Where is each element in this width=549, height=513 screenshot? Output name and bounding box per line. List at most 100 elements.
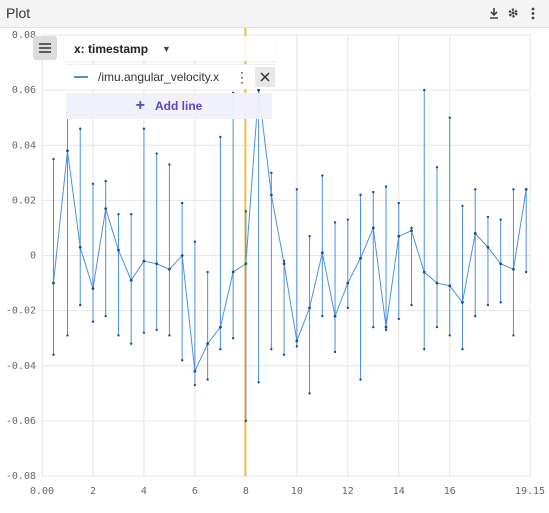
data-point xyxy=(397,201,400,205)
data-point xyxy=(180,254,184,257)
x-tick-label: 19.15 xyxy=(515,486,545,497)
y-tick-label: 0.06 xyxy=(12,85,36,96)
data-point xyxy=(79,303,82,307)
add-line-button[interactable]: + Add line xyxy=(66,93,272,119)
data-point xyxy=(129,212,133,216)
data-point xyxy=(486,215,490,219)
data-point xyxy=(410,229,413,233)
download-icon[interactable] xyxy=(485,4,503,22)
data-point xyxy=(512,334,515,337)
data-point xyxy=(333,350,337,354)
x-tick-label: 12 xyxy=(342,486,354,497)
x-axis-label: x: timestamp xyxy=(74,41,149,56)
data-point xyxy=(346,218,349,221)
data-point xyxy=(219,348,222,351)
data-point xyxy=(512,188,515,191)
x-tick-label: 8 xyxy=(243,486,249,497)
data-point xyxy=(270,171,273,175)
data-point xyxy=(142,259,146,263)
data-point xyxy=(91,287,95,290)
kebab-icon[interactable] xyxy=(524,4,542,22)
series-line xyxy=(52,90,527,374)
data-point xyxy=(372,190,375,194)
data-point xyxy=(52,157,55,161)
data-point xyxy=(79,127,82,130)
series-row[interactable]: /imu.angular_velocity.x ⋮ xyxy=(66,64,275,89)
data-point xyxy=(270,348,273,351)
x-tick-label: 0.00 xyxy=(30,486,54,497)
data-point xyxy=(333,314,337,318)
data-point xyxy=(193,383,197,387)
data-point xyxy=(231,270,235,274)
data-point xyxy=(512,267,515,271)
y-tick-label: 0 xyxy=(30,251,36,262)
hamburger-icon xyxy=(39,43,51,53)
data-point xyxy=(206,342,210,346)
data-point xyxy=(78,245,82,249)
data-point xyxy=(104,179,107,183)
data-point xyxy=(321,174,324,177)
data-point xyxy=(448,334,451,337)
data-point xyxy=(320,251,324,255)
data-point xyxy=(499,301,502,304)
close-icon xyxy=(260,72,270,82)
data-point xyxy=(524,188,528,191)
data-point xyxy=(384,325,388,329)
data-point xyxy=(384,185,388,188)
data-point xyxy=(435,166,439,169)
y-tick-label: -0.04 xyxy=(6,361,36,372)
y-tick-label: -0.02 xyxy=(6,306,36,317)
data-point xyxy=(359,256,362,260)
data-point xyxy=(308,235,311,238)
data-point xyxy=(422,270,426,274)
data-point xyxy=(346,281,350,285)
y-tick-label: 0.04 xyxy=(12,140,36,151)
menu-button[interactable] xyxy=(33,36,57,60)
data-point xyxy=(193,369,197,373)
series-color-swatch[interactable] xyxy=(74,76,88,78)
data-point xyxy=(104,314,107,318)
data-point xyxy=(282,353,286,356)
data-point xyxy=(244,210,248,213)
x-axis-selector[interactable]: x: timestamp ▼ xyxy=(64,36,276,61)
legend-panel: x: timestamp ▼ xyxy=(64,36,276,61)
remove-series-button[interactable] xyxy=(255,67,275,87)
data-point xyxy=(474,188,477,191)
add-line-label: Add line xyxy=(155,99,203,113)
data-point xyxy=(91,320,95,323)
data-point xyxy=(117,334,120,337)
y-tick-label: -0.06 xyxy=(6,416,36,427)
plus-icon: + xyxy=(135,97,145,114)
y-tick-label: -0.08 xyxy=(6,471,36,482)
gear-icon[interactable] xyxy=(504,4,522,22)
data-point xyxy=(206,270,209,274)
data-point xyxy=(410,303,413,307)
data-point xyxy=(219,135,222,139)
data-point xyxy=(384,328,388,332)
data-point xyxy=(193,240,197,243)
data-point xyxy=(461,204,464,208)
data-point xyxy=(346,306,349,310)
data-point xyxy=(91,182,95,186)
data-point xyxy=(52,353,55,356)
data-point xyxy=(448,284,452,288)
data-point xyxy=(486,303,490,307)
data-point xyxy=(308,392,311,395)
data-point xyxy=(282,259,286,263)
data-point xyxy=(295,345,299,348)
y-tick-label: 0.02 xyxy=(12,195,36,206)
x-tick-label: 4 xyxy=(141,486,147,497)
series-kebab-icon[interactable]: ⋮ xyxy=(235,68,249,85)
panel-title: Plot xyxy=(6,5,31,21)
data-point xyxy=(308,306,311,310)
data-point xyxy=(66,334,69,337)
series-topic[interactable]: /imu.angular_velocity.x xyxy=(98,70,220,84)
data-point xyxy=(295,339,299,343)
data-point xyxy=(180,201,184,205)
data-point xyxy=(218,325,222,329)
data-point xyxy=(359,193,362,197)
data-point xyxy=(423,348,426,351)
data-point xyxy=(142,127,146,130)
data-point xyxy=(155,262,159,266)
x-tick-label: 10 xyxy=(291,486,303,497)
